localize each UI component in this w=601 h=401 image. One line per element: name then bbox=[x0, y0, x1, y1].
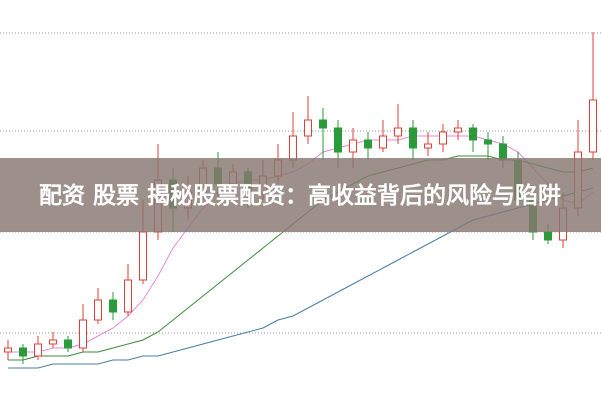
candle-body bbox=[289, 135, 297, 161]
candle-body bbox=[49, 339, 57, 345]
candle-body bbox=[349, 139, 357, 153]
candle-body bbox=[124, 279, 132, 313]
candle-body bbox=[109, 299, 117, 313]
candle-body bbox=[79, 319, 87, 349]
candle-body bbox=[364, 139, 372, 149]
candle-body bbox=[469, 127, 477, 141]
candle-body bbox=[499, 143, 507, 161]
candle-body bbox=[64, 339, 72, 349]
candle-body bbox=[334, 127, 342, 153]
candle-body bbox=[379, 135, 387, 149]
candle-body bbox=[409, 127, 417, 149]
title-banner bbox=[0, 158, 601, 232]
candle-body bbox=[589, 99, 597, 153]
candle-body bbox=[544, 231, 552, 241]
candle-body bbox=[424, 143, 432, 149]
candle-body bbox=[484, 139, 492, 145]
candle-body bbox=[19, 347, 27, 357]
candle-body bbox=[394, 127, 402, 137]
candle-body bbox=[304, 119, 312, 137]
candle-body bbox=[319, 119, 327, 129]
candle-body bbox=[94, 299, 102, 321]
candle-body bbox=[34, 343, 42, 357]
candle-body bbox=[4, 347, 12, 353]
banner-title: 配资 股票 揭秘股票配资：高收益背后的风险与陷阱 bbox=[39, 182, 561, 209]
candle-body bbox=[439, 131, 447, 145]
candle-body bbox=[454, 127, 462, 133]
candle-body bbox=[139, 231, 147, 281]
